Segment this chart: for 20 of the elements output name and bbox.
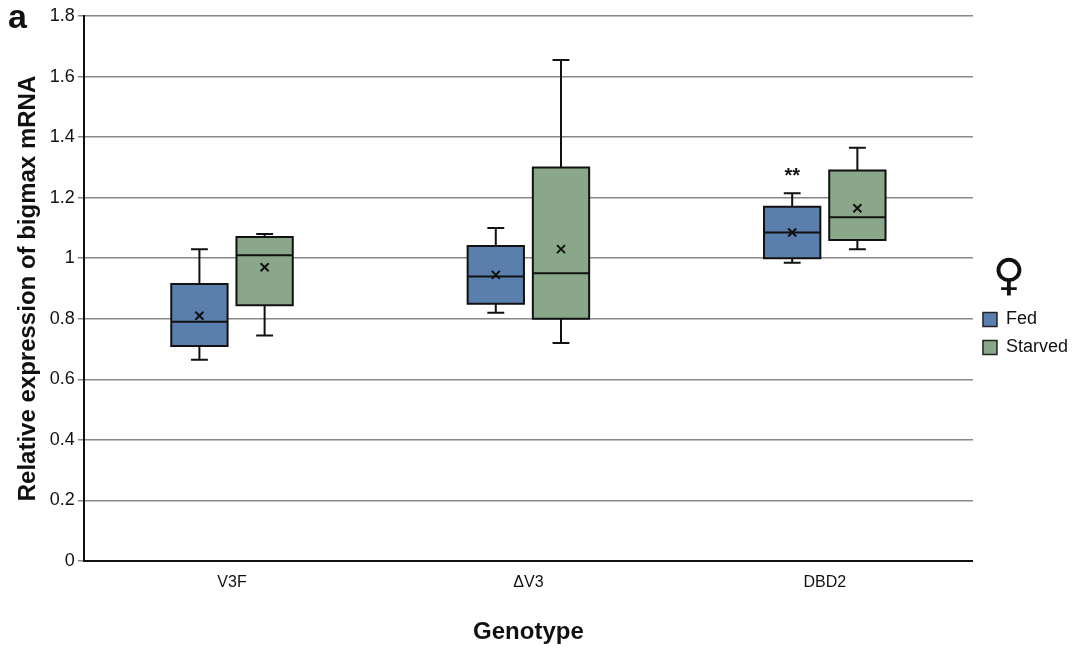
text: ♀ [992,248,1026,300]
x-axis-title: Genotype [473,617,584,645]
y-axis-title: Relative expression of bigmax mRNA [13,75,41,502]
legend-label: Starved [1005,336,1069,357]
y-tick-label: 0.4 [49,428,75,449]
x-tick-label: DBD2 [803,573,847,591]
x-tick-label: ΔV3 [513,573,544,591]
y-tick-label: 1.6 [49,65,75,86]
x-tick-label: V3F [217,573,247,591]
annotation: ** [784,163,801,186]
y-tick-label: 0.8 [49,307,75,328]
legend-label: Fed [1005,308,1037,329]
y-tick-label: 1.8 [49,4,75,25]
y-tick-label: 1 [64,247,75,268]
y-tick-label: 1.4 [49,126,75,147]
y-tick-label: 1.2 [49,186,75,207]
y-tick-label: 0.2 [49,489,75,510]
y-tick-label: 0 [64,549,75,570]
y-tick-label: 0.6 [49,368,75,389]
text: a [8,0,28,36]
